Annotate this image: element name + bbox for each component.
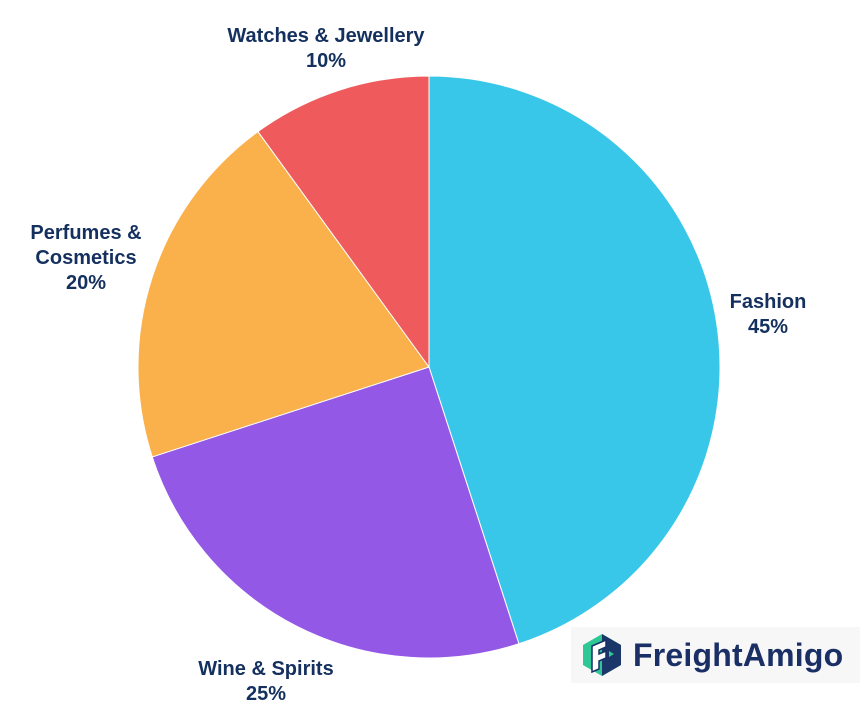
freightamigo-logo: FreightAmigo (571, 627, 860, 683)
label-pct: 20% (65, 272, 107, 294)
freightamigo-logo-icon (583, 634, 621, 676)
pie-slice-wine-spirits (151, 366, 520, 659)
pie-slice-perfumes-cosmetics (137, 130, 430, 458)
label-name-line1: Perfumes & (30, 222, 142, 244)
logo-text: FreightAmigo (633, 636, 844, 673)
pie-slice-fashion (428, 75, 721, 645)
label-name: Fashion (729, 291, 807, 313)
label-fashion: Fashion 45% (718, 290, 818, 340)
label-name: Watches & Jewellery (227, 25, 425, 47)
label-watches-jewellery: Watches & Jewellery 10% (216, 24, 436, 74)
label-pct: 10% (305, 50, 347, 72)
label-pct: 45% (747, 316, 789, 338)
pie-slice-watches-jewellery (257, 75, 430, 369)
label-wine-spirits: Wine & Spirits 25% (186, 657, 346, 707)
label-perfumes-cosmetics: Perfumes & Cosmetics 20% (16, 221, 156, 296)
label-name-line2: Cosmetics (35, 247, 137, 269)
label-pct: 25% (245, 683, 287, 705)
label-name: Wine & Spirits (198, 658, 334, 680)
